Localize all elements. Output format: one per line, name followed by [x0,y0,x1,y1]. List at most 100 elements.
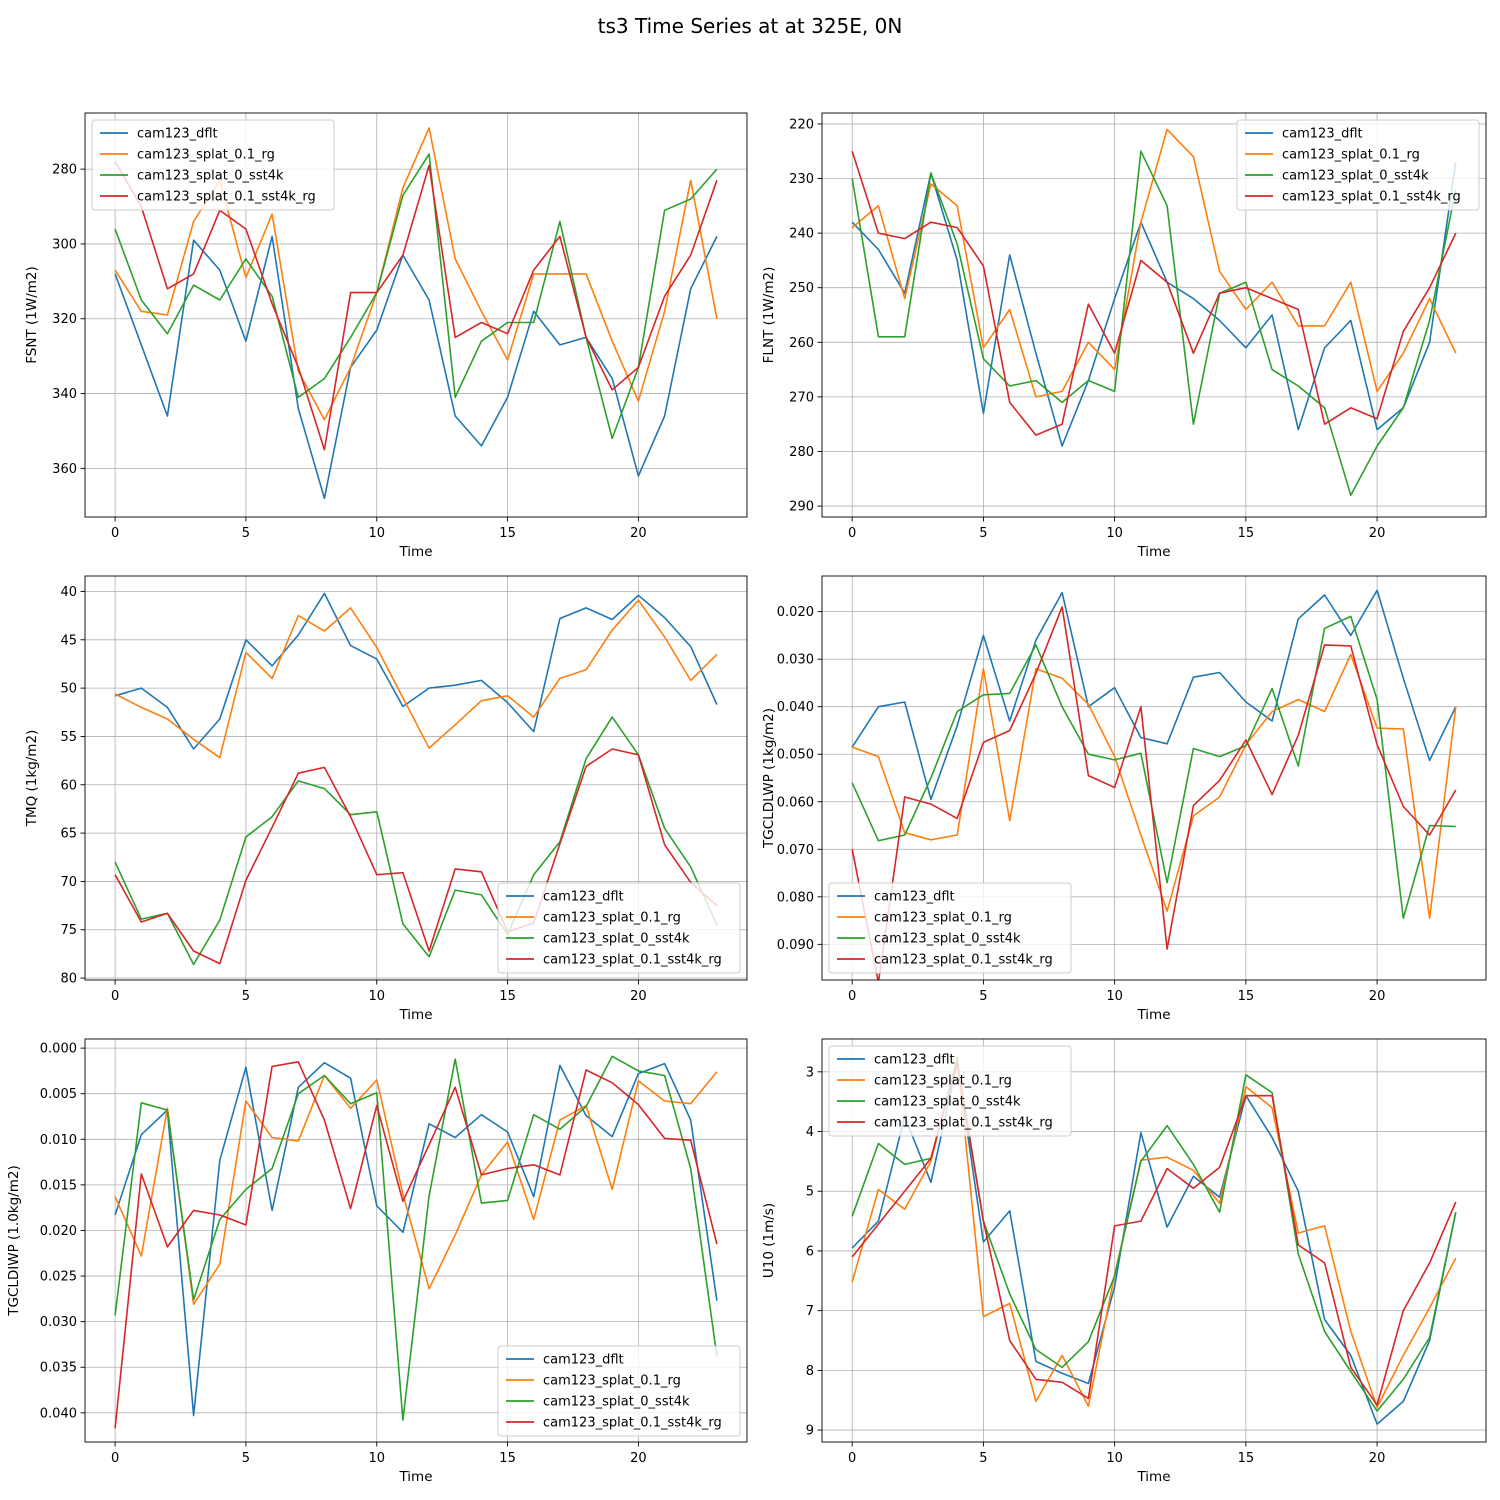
series-line-cam123-splat-0-1-sst4k-rg [114,1061,718,1429]
series-line-cam123-dflt [114,1061,718,1417]
x-axis-label: Time [1136,1007,1170,1023]
legend: cam123_dflt cam123_splat_0.1_rg cam123_spl… [1236,119,1480,211]
x-tick-label: 5 [242,526,250,541]
legend-entry: cam123_dflt [874,1053,955,1068]
y-tick-label: 250 [789,281,814,296]
y-tick-label: 70 [60,875,77,890]
axes-frame [821,575,1487,981]
y-tick-label: 9 [806,1424,814,1439]
y-tick-label: 4 [806,1125,814,1140]
series-line-cam123-dflt [114,235,718,500]
x-tick-label: 0 [848,1451,856,1466]
y-tick-label: 290 [789,500,814,515]
y-tick-label: 5 [806,1185,814,1200]
legend-entry: cam123_splat_0.1_rg [874,911,1012,926]
y-tick-label: 0.015 [40,1178,77,1193]
x-tick-label: 15 [1238,989,1255,1004]
series-line-cam123-splat-0-1-sst4k-rg [114,161,718,451]
x-tick-label: 20 [1369,989,1386,1004]
legend-entry: cam123_splat_0.1_rg [874,1074,1012,1089]
y-tick-label: 7 [806,1304,814,1319]
x-tick-label: 5 [979,1451,987,1466]
x-tick-label: 5 [242,989,250,1004]
series-line-cam123-dflt [114,592,718,750]
axes-frame [821,112,1487,518]
y-tick-label: 0.010 [40,1133,77,1148]
y-tick-label: 8 [806,1364,814,1379]
legend-box [1236,119,1480,211]
y-tick-label: 0.070 [777,843,814,858]
y-tick-label: 270 [789,390,814,405]
y-axis-label: TMQ (1kg/m2) [24,730,40,828]
legend-entry: cam123_dflt [543,1353,624,1368]
y-tick-label: 65 [60,827,77,842]
y-tick-label: 0.025 [40,1270,77,1285]
y-tick-label: 55 [60,730,77,745]
y-tick-label: 3 [806,1065,814,1080]
x-tick-label: 10 [368,526,385,541]
series-line-cam123-splat-0-sst4k [114,1055,718,1421]
series-line-cam123-splat-0-1-sst4k-rg [851,150,1457,436]
legend-box [497,1345,741,1437]
subplot-4: 0 5 10 15 20 0.020 0.030 0.040 0.050 0.060 0.070 0.… [761,575,1487,1023]
subplot-2: 0 5 10 15 20 220 230 240 250 260 270 280 290 Time FLNT… [761,112,1487,560]
legend: cam123_dflt cam123_splat_0.1_rg cam123_spl… [828,882,1072,974]
y-tick-label: 0.040 [777,700,814,715]
y-tick-label: 80 [60,972,77,987]
y-tick-label: 0.030 [777,653,814,668]
y-tick-label: 0.050 [777,748,814,763]
x-tick-label: 20 [630,1451,647,1466]
x-tick-label: 10 [1106,989,1123,1004]
subplot-6: 0 5 10 15 20 3 4 5 6 7 8 9 Time U10 (1m/s) cam123_dflt… [761,1038,1487,1485]
legend: cam123_dflt cam123_splat_0.1_rg cam123_spl… [91,119,335,211]
legend: cam123_dflt cam123_splat_0.1_rg cam123_spl… [497,882,741,974]
series-line-cam123-dflt [851,161,1457,447]
y-tick-label: 6 [806,1244,814,1259]
series-line-cam123-splat-0-sst4k [851,615,1456,920]
y-axis-label: U10 (1m/s) [761,1203,777,1278]
y-tick-label: 50 [60,682,77,697]
y-tick-label: 0.080 [777,890,814,905]
legend-entry: cam123_splat_0_sst4k [543,1395,690,1410]
subplot-1: 0 5 10 15 20 280 300 320 340 360 Time FSNT (1W/m2) c… [24,112,748,560]
legend-entry: cam123_splat_0.1_sst4k_rg [1282,190,1461,205]
x-tick-label: 0 [848,989,856,1004]
y-tick-label: 220 [789,117,814,132]
y-tick-label: 0.035 [40,1361,77,1376]
legend-entry: cam123_splat_0.1_sst4k_rg [543,953,722,968]
legend-entry: cam123_splat_0.1_rg [543,911,681,926]
series-line-cam123-splat-0-1-rg [851,128,1457,398]
y-tick-label: 60 [60,778,77,793]
series-line-cam123-splat-0-sst4k [114,153,718,440]
legend-entry: cam123_splat_0.1_sst4k_rg [874,1116,1053,1131]
axes-frame [84,112,748,518]
y-axis-label: TGCLDIWP (1.0kg/m2) [6,1165,22,1317]
y-axis-label: FSNT (1W/m2) [24,266,40,364]
legend-entry: cam123_dflt [1282,127,1363,142]
y-tick-label: 340 [52,387,77,402]
series-line-cam123-splat-0-1-rg [851,653,1457,920]
legend-box [91,119,335,211]
legend-box [828,882,1072,974]
x-tick-label: 15 [499,526,516,541]
x-tick-label: 5 [979,989,987,1004]
y-tick-label: 0.040 [40,1406,77,1421]
y-tick-label: 230 [789,172,814,187]
x-tick-label: 10 [368,1451,385,1466]
y-axis-label: FLNT (1W/m2) [761,267,777,364]
legend-box [828,1045,1072,1137]
series-line-cam123-splat-0-1-sst4k-rg [851,606,1457,980]
x-tick-label: 0 [848,526,856,541]
legend-entry: cam123_dflt [137,127,218,142]
legend-entry: cam123_splat_0.1_sst4k_rg [137,190,316,205]
x-tick-label: 15 [1238,526,1255,541]
y-tick-label: 240 [789,227,814,242]
axes-frame [821,1038,1487,1443]
x-tick-label: 15 [1238,1451,1255,1466]
series-line-cam123-splat-0-1-rg [114,1071,718,1306]
series-line-cam123-splat-0-sst4k [114,716,718,966]
legend-entry: cam123_dflt [543,890,624,905]
x-tick-label: 15 [499,989,516,1004]
x-tick-label: 5 [979,526,987,541]
legend-entry: cam123_splat_0_sst4k [874,932,1021,947]
